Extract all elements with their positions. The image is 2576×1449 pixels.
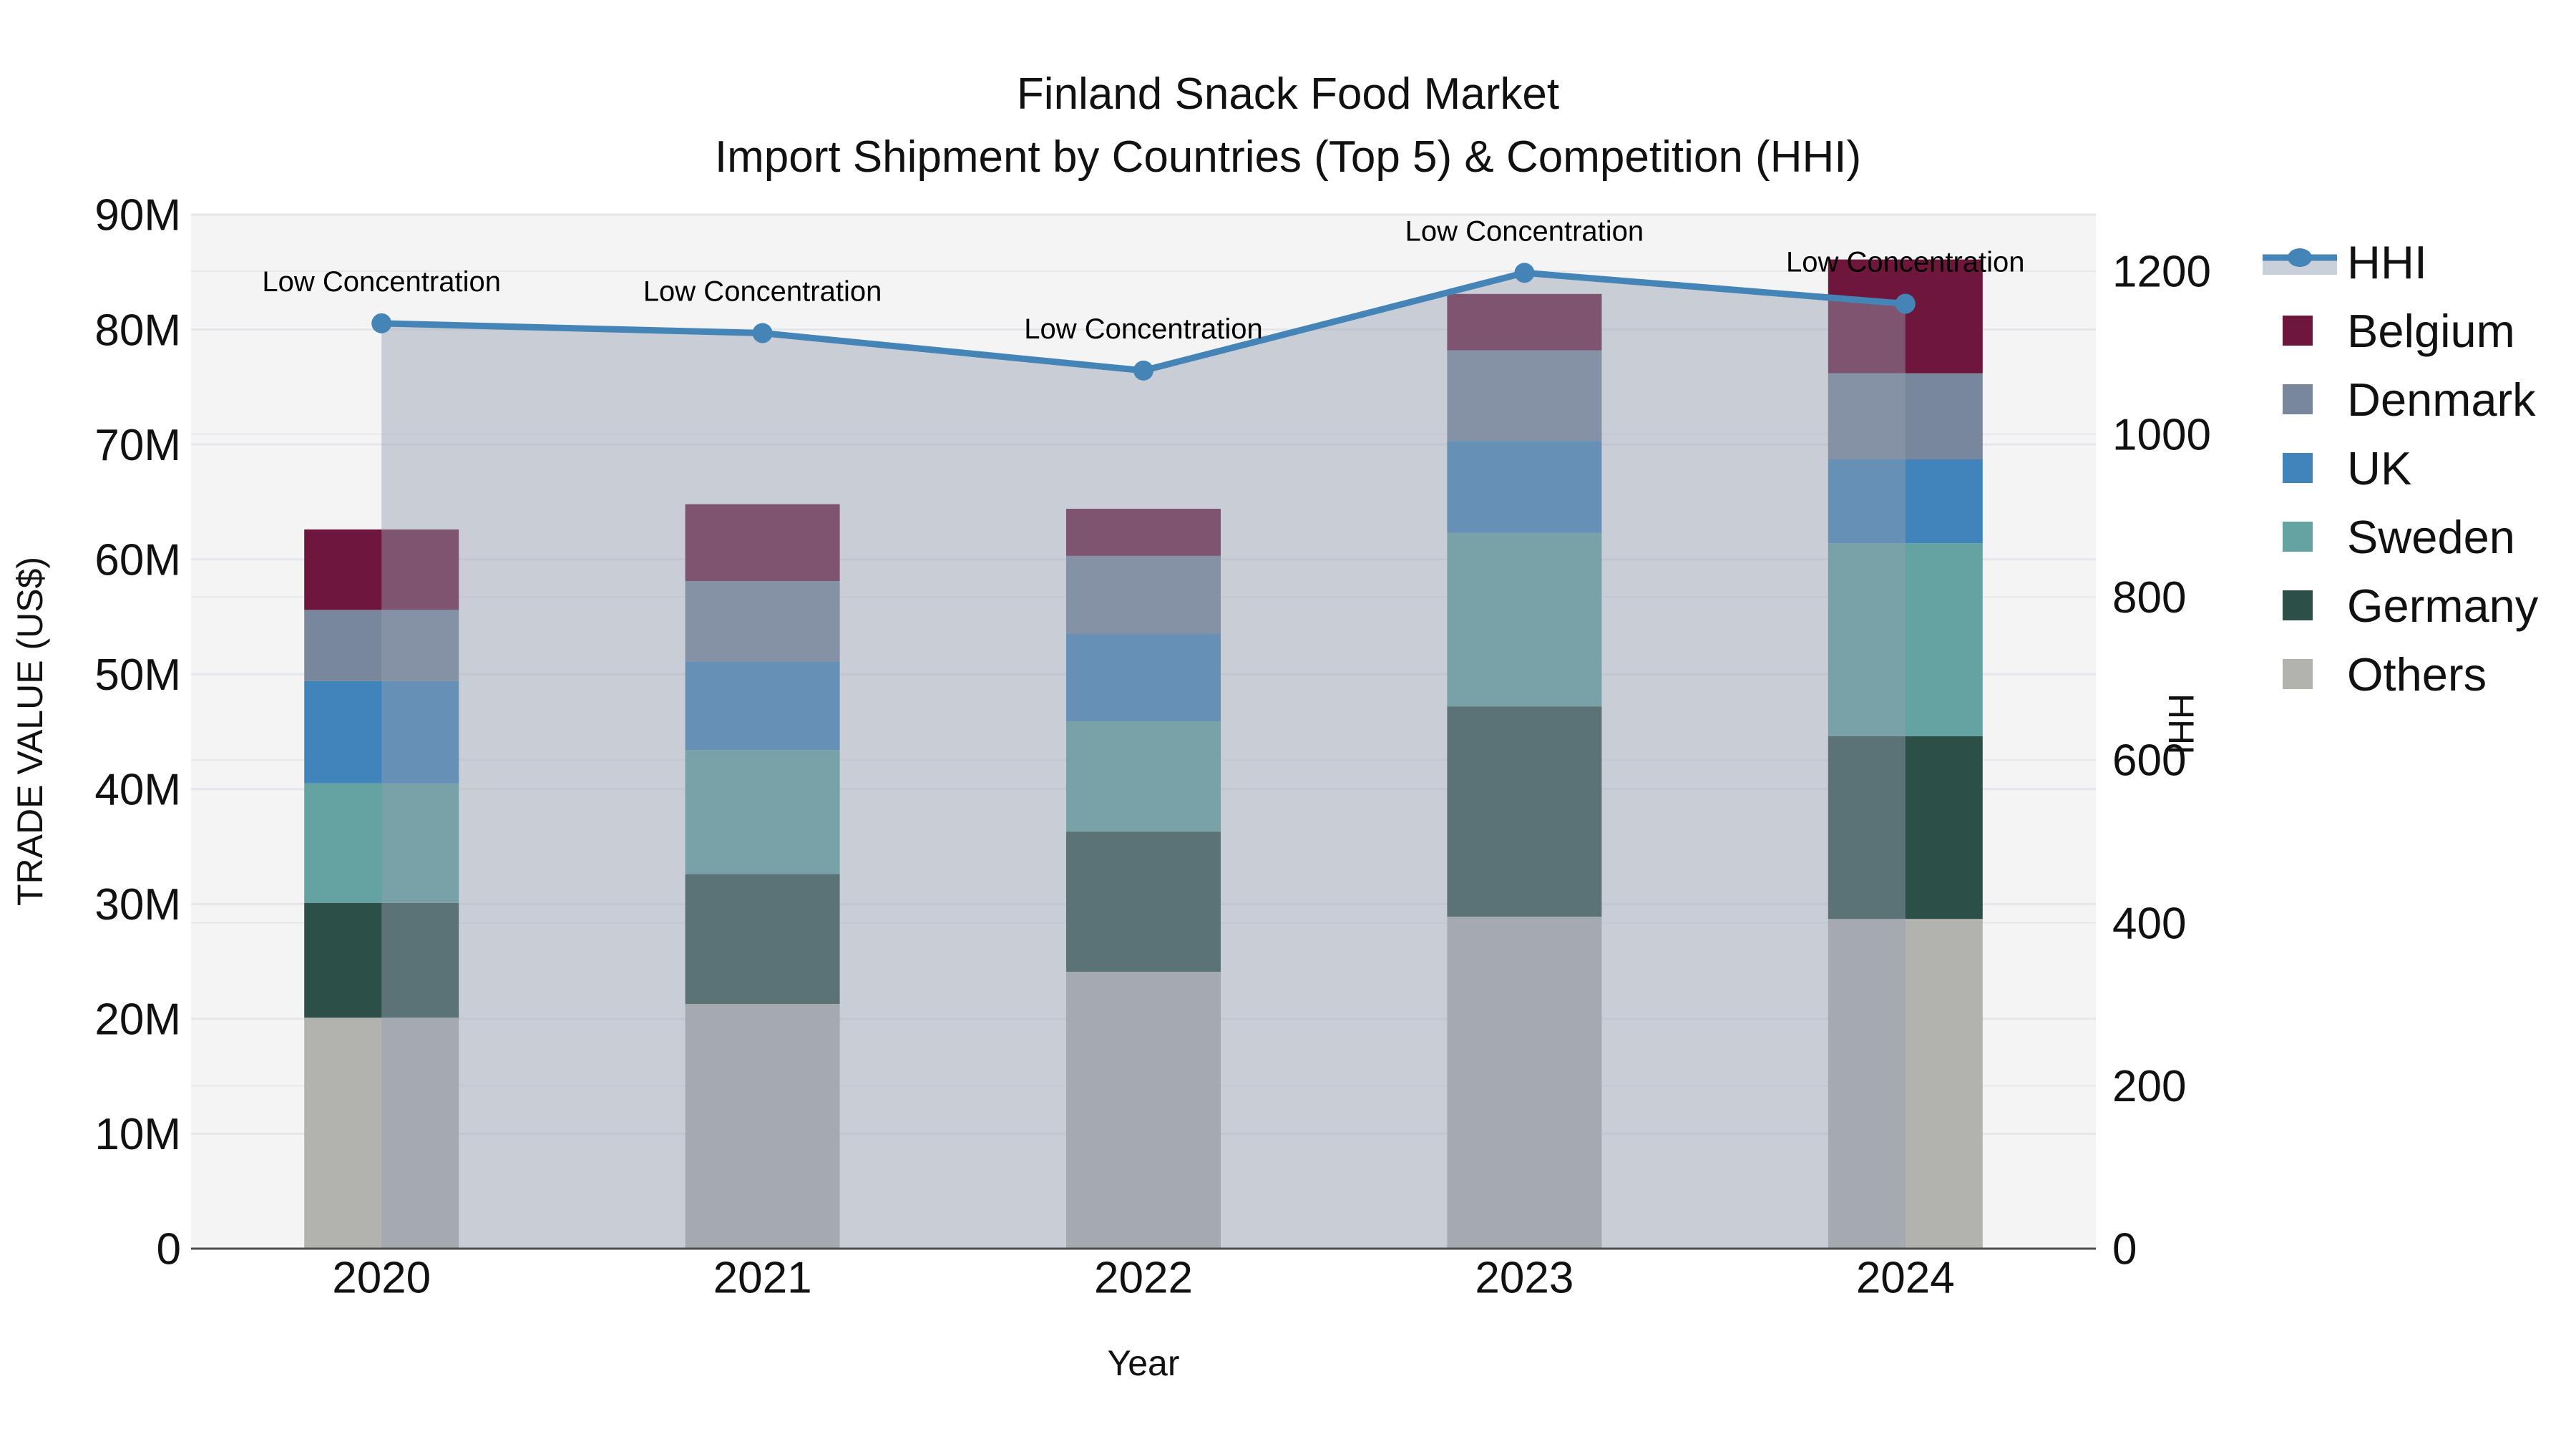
annotation-2024: Low Concentration bbox=[1786, 247, 2025, 278]
right-tick-600: 600 bbox=[2112, 736, 2186, 786]
legend-item-others[interactable]: Others bbox=[2263, 640, 2538, 708]
bar-segment-belgium-2021[interactable] bbox=[685, 504, 840, 582]
right-tick-1000: 1000 bbox=[2112, 410, 2211, 459]
x-axis-title: Year bbox=[1107, 1343, 1180, 1383]
bar-segment-germany-2024[interactable] bbox=[1828, 736, 1983, 919]
legend-item-sweden[interactable]: Sweden bbox=[2263, 502, 2538, 571]
legend-color-swatch-icon bbox=[2263, 659, 2337, 689]
legend-square-germany bbox=[2283, 590, 2313, 620]
bar-segment-germany-2021[interactable] bbox=[685, 874, 840, 1005]
hhi-marker-2021[interactable] bbox=[752, 323, 773, 343]
bar-segment-sweden-2021[interactable] bbox=[685, 750, 840, 874]
bar-segment-belgium-2023[interactable] bbox=[1447, 293, 1602, 351]
legend-label-denmark: Denmark bbox=[2347, 373, 2536, 426]
legend-item-belgium[interactable]: Belgium bbox=[2263, 296, 2538, 365]
bar-segment-others-2020[interactable] bbox=[304, 1018, 459, 1249]
legend-item-hhi[interactable]: HHI bbox=[2263, 228, 2538, 296]
hhi-marker-2020[interactable] bbox=[371, 313, 392, 333]
bar-segment-others-2021[interactable] bbox=[685, 1004, 840, 1249]
legend-label-uk: UK bbox=[2347, 441, 2412, 494]
chart-title-line2: Import Shipment by Countries (Top 5) & C… bbox=[714, 132, 1862, 182]
legend-line-swatch-icon bbox=[2263, 245, 2337, 279]
chart-title: Finland Snack Food Market Import Shipmen… bbox=[0, 63, 2576, 189]
legend-label-sweden: Sweden bbox=[2347, 510, 2515, 563]
y-axis-title-right: HHI bbox=[2161, 693, 2201, 756]
bar-segment-belgium-2022[interactable] bbox=[1066, 509, 1221, 556]
annotation-2023: Low Concentration bbox=[1405, 215, 1644, 247]
bar-segment-uk-2021[interactable] bbox=[685, 661, 840, 751]
left-tick-10M: 10M bbox=[94, 1110, 181, 1159]
bar-segment-others-2023[interactable] bbox=[1447, 916, 1602, 1249]
legend-label-others: Others bbox=[2347, 648, 2487, 701]
legend-color-swatch-icon bbox=[2263, 384, 2337, 414]
legend-item-uk[interactable]: UK bbox=[2263, 434, 2538, 502]
legend-label-hhi: HHI bbox=[2347, 235, 2427, 288]
bar-segment-denmark-2021[interactable] bbox=[685, 581, 840, 662]
bar-segment-denmark-2022[interactable] bbox=[1066, 555, 1221, 635]
legend-square-others bbox=[2283, 659, 2313, 689]
bar-segment-germany-2020[interactable] bbox=[304, 902, 459, 1018]
left-tick-70M: 70M bbox=[94, 421, 181, 470]
x-tick-2022: 2022 bbox=[1094, 1254, 1193, 1303]
right-tick-1200: 1200 bbox=[2112, 248, 2211, 297]
bar-segment-uk-2023[interactable] bbox=[1447, 441, 1602, 533]
left-tick-40M: 40M bbox=[94, 765, 181, 814]
legend-label-germany: Germany bbox=[2347, 579, 2539, 632]
annotation-2020: Low Concentration bbox=[262, 266, 501, 298]
bar-segment-germany-2023[interactable] bbox=[1447, 706, 1602, 917]
bar-segment-denmark-2024[interactable] bbox=[1828, 373, 1983, 459]
right-tick-400: 400 bbox=[2112, 899, 2186, 948]
hhi-area-fill bbox=[381, 273, 1906, 1249]
legend-square-denmark bbox=[2283, 384, 2313, 414]
right-tick-200: 200 bbox=[2112, 1062, 2186, 1111]
legend-color-swatch-icon bbox=[2263, 316, 2337, 346]
legend-item-denmark[interactable]: Denmark bbox=[2263, 365, 2538, 434]
left-tick-0: 0 bbox=[157, 1225, 181, 1274]
bar-segment-belgium-2020[interactable] bbox=[304, 529, 459, 610]
annotation-2022: Low Concentration bbox=[1024, 313, 1263, 345]
hhi-marker-2024[interactable] bbox=[1895, 293, 1916, 314]
bar-segment-uk-2022[interactable] bbox=[1066, 634, 1221, 722]
left-tick-30M: 30M bbox=[94, 880, 181, 930]
legend: HHI Belgium Denmark UK Sweden Germany Others bbox=[2263, 228, 2538, 708]
legend-color-swatch-icon bbox=[2263, 453, 2337, 483]
left-tick-80M: 80M bbox=[94, 306, 181, 355]
bar-segment-belgium-2024[interactable] bbox=[1828, 259, 1983, 374]
annotation-2021: Low Concentration bbox=[643, 276, 882, 308]
y-axis-title-left: TRADE VALUE (US$) bbox=[10, 556, 50, 907]
bar-segment-uk-2024[interactable] bbox=[1828, 459, 1983, 544]
bar-segment-germany-2022[interactable] bbox=[1066, 831, 1221, 972]
bar-segment-others-2022[interactable] bbox=[1066, 972, 1221, 1249]
bar-segment-sweden-2024[interactable] bbox=[1828, 543, 1983, 736]
bar-segment-denmark-2020[interactable] bbox=[304, 610, 459, 681]
legend-color-swatch-icon bbox=[2263, 590, 2337, 620]
x-tick-2020: 2020 bbox=[332, 1254, 431, 1303]
hhi-marker-2023[interactable] bbox=[1514, 263, 1535, 283]
x-tick-2024: 2024 bbox=[1856, 1254, 1955, 1303]
legend-item-germany[interactable]: Germany bbox=[2263, 571, 2538, 640]
x-tick-2023: 2023 bbox=[1475, 1254, 1574, 1303]
legend-square-uk bbox=[2283, 453, 2313, 483]
legend-square-belgium bbox=[2283, 316, 2313, 346]
legend-square-sweden bbox=[2283, 522, 2313, 552]
chart-title-line1: Finland Snack Food Market bbox=[1016, 69, 1560, 119]
bar-segment-sweden-2022[interactable] bbox=[1066, 721, 1221, 832]
left-tick-60M: 60M bbox=[94, 535, 181, 585]
bar-segment-sweden-2020[interactable] bbox=[304, 783, 459, 903]
bar-segment-others-2024[interactable] bbox=[1828, 919, 1983, 1249]
bar-segment-sweden-2023[interactable] bbox=[1447, 532, 1602, 707]
right-tick-0: 0 bbox=[2112, 1225, 2137, 1274]
bar-segment-uk-2020[interactable] bbox=[304, 680, 459, 784]
x-tick-2021: 2021 bbox=[713, 1254, 812, 1303]
hhi-marker-2022[interactable] bbox=[1133, 360, 1153, 381]
left-tick-90M: 90M bbox=[94, 191, 181, 240]
right-tick-800: 800 bbox=[2112, 573, 2186, 623]
left-tick-50M: 50M bbox=[94, 650, 181, 700]
bar-segment-denmark-2023[interactable] bbox=[1447, 350, 1602, 441]
legend-label-belgium: Belgium bbox=[2347, 304, 2515, 357]
legend-color-swatch-icon bbox=[2263, 522, 2337, 552]
left-tick-20M: 20M bbox=[94, 995, 181, 1045]
